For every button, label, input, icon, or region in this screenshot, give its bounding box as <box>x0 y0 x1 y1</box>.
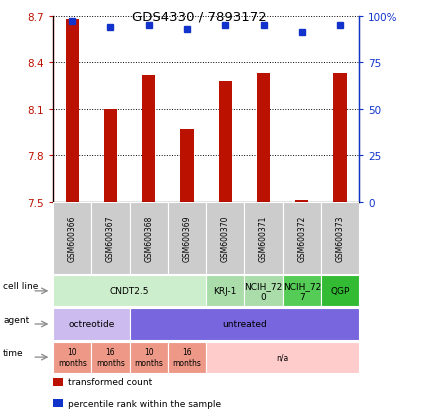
Bar <box>53 399 63 408</box>
Text: n/a: n/a <box>277 353 289 362</box>
Bar <box>53 342 91 373</box>
Text: octreotide: octreotide <box>68 320 115 329</box>
Bar <box>321 202 359 275</box>
Bar <box>168 342 206 373</box>
Bar <box>180 130 194 202</box>
Text: cell line: cell line <box>3 282 39 291</box>
Text: QGP: QGP <box>330 287 350 296</box>
Bar <box>130 342 168 373</box>
Text: percentile rank within the sample: percentile rank within the sample <box>68 399 221 408</box>
Text: 10
months: 10 months <box>134 348 163 367</box>
Bar <box>321 275 359 307</box>
Bar <box>283 202 321 275</box>
Bar <box>206 202 244 275</box>
Text: 16
months: 16 months <box>173 348 201 367</box>
Text: time: time <box>3 348 24 357</box>
Text: 10
months: 10 months <box>58 348 87 367</box>
Bar <box>244 202 283 275</box>
Bar <box>53 275 206 307</box>
Text: GSM600368: GSM600368 <box>144 215 153 262</box>
Text: GSM600370: GSM600370 <box>221 215 230 262</box>
Text: GSM600367: GSM600367 <box>106 215 115 262</box>
Bar <box>91 202 130 275</box>
Text: GSM600372: GSM600372 <box>297 215 306 262</box>
Text: GSM600371: GSM600371 <box>259 215 268 262</box>
Text: 16
months: 16 months <box>96 348 125 367</box>
Text: GSM600373: GSM600373 <box>335 215 345 262</box>
Bar <box>168 202 206 275</box>
Text: NCIH_72
0: NCIH_72 0 <box>244 282 283 301</box>
Text: CNDT2.5: CNDT2.5 <box>110 287 149 296</box>
Text: transformed count: transformed count <box>68 377 152 387</box>
Bar <box>206 342 359 373</box>
Bar <box>257 74 270 202</box>
Text: agent: agent <box>3 315 29 324</box>
Bar <box>104 109 117 202</box>
Bar <box>53 309 130 340</box>
Bar <box>283 275 321 307</box>
Bar <box>130 202 168 275</box>
Bar <box>295 201 309 202</box>
Text: GDS4330 / 7893172: GDS4330 / 7893172 <box>132 10 267 23</box>
Bar <box>130 309 359 340</box>
Bar <box>142 75 156 202</box>
Text: NCIH_72
7: NCIH_72 7 <box>283 282 321 301</box>
Text: GSM600366: GSM600366 <box>68 215 77 262</box>
Bar <box>53 377 63 386</box>
Bar <box>333 74 347 202</box>
Text: untreated: untreated <box>222 320 267 329</box>
Bar <box>65 19 79 202</box>
Bar <box>206 275 244 307</box>
Bar <box>91 342 130 373</box>
Text: GSM600369: GSM600369 <box>182 215 192 262</box>
Text: KRJ-1: KRJ-1 <box>213 287 237 296</box>
Bar <box>244 275 283 307</box>
Bar <box>218 82 232 202</box>
Bar <box>53 202 91 275</box>
